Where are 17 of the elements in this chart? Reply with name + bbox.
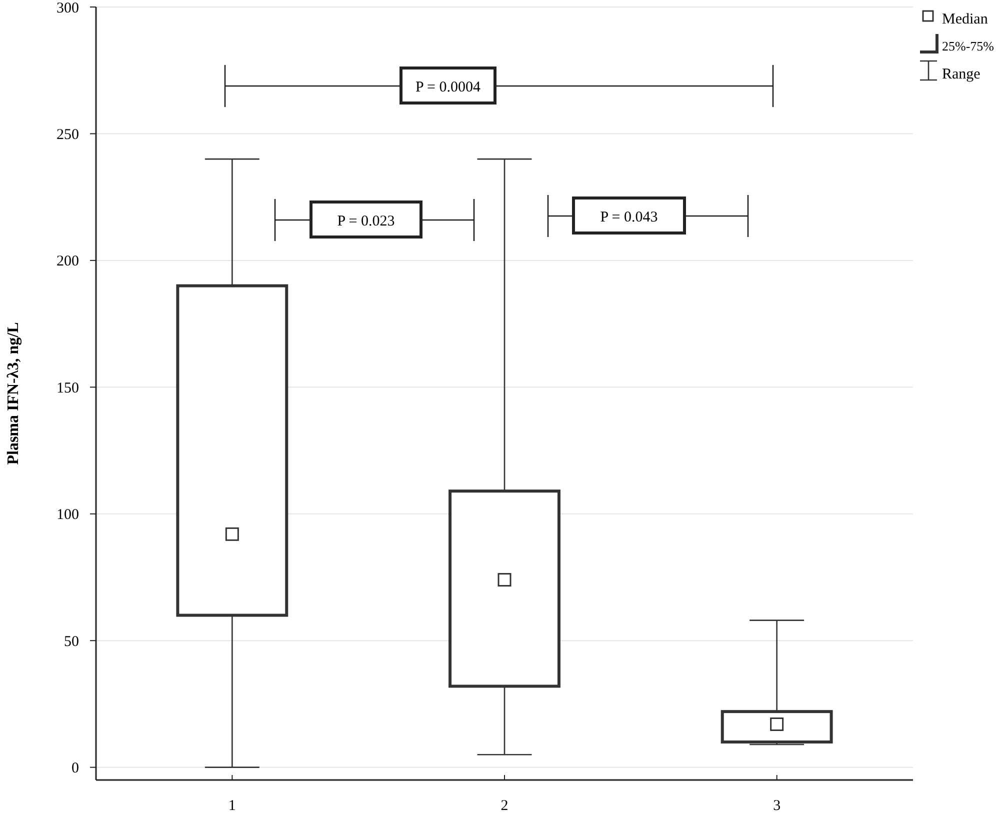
y-tick-label: 0 xyxy=(72,760,79,777)
text: Range xyxy=(942,66,981,82)
y-tick-label: 250 xyxy=(56,126,79,143)
text: 25%-75% xyxy=(942,38,994,54)
y-tick-label: 300 xyxy=(56,0,79,16)
annotation: P = 0.043 xyxy=(600,209,658,226)
y-tick-label: 200 xyxy=(56,254,79,270)
y-tick-label: 150 xyxy=(56,380,79,396)
y-tick-label: 100 xyxy=(56,507,79,524)
y-axis-title: Plasma IFN-λ3, ng/L xyxy=(5,322,22,465)
annotation: P = 0.0004 xyxy=(416,79,481,96)
annotation: P = 0.023 xyxy=(337,213,395,230)
text: Median xyxy=(942,11,988,28)
x-tick-label: 2 xyxy=(500,798,508,814)
x-tick-label: 3 xyxy=(773,798,781,814)
y-tick-label: 50 xyxy=(64,634,79,650)
x-tick-label: 1 xyxy=(228,798,236,814)
